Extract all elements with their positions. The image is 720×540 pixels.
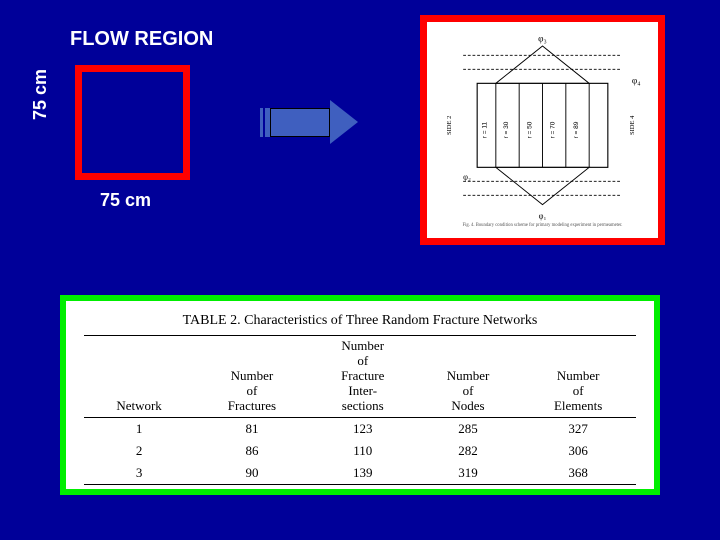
- boundary-diagram: φ₃ φ₄ SIDE 2 SIDE 4 r = 11 r = 30 r = 50…: [437, 32, 648, 228]
- svg-text:r = 11: r = 11: [482, 121, 489, 138]
- col-network: Network: [84, 336, 194, 418]
- table-header-row: Network NumberofFractures NumberofFractu…: [84, 336, 636, 418]
- side2-label: SIDE 2: [446, 116, 453, 135]
- table-row: 2 86 110 282 306: [84, 440, 636, 462]
- phi3-label: φ₃: [538, 34, 547, 44]
- y-axis-label: 75 cm: [30, 69, 51, 120]
- x-axis-label: 75 cm: [100, 190, 151, 211]
- side4-label: SIDE 4: [629, 115, 636, 135]
- col-intersections: NumberofFractureInter-sections: [310, 336, 416, 418]
- svg-text:Fig. 4. Boundary condition sc: Fig. 4. Boundary condition scheme for pr…: [463, 223, 623, 228]
- flow-region-title: FLOW REGION: [70, 28, 213, 51]
- col-nodes: NumberofNodes: [416, 336, 521, 418]
- table-caption: TABLE 2. Characteristics of Three Random…: [84, 313, 636, 329]
- col-fractures: NumberofFractures: [194, 336, 310, 418]
- flow-region-box: [75, 65, 190, 180]
- phi2-label: φ₂: [463, 172, 471, 181]
- table-container: TABLE 2. Characteristics of Three Random…: [60, 295, 660, 495]
- table-row: 3 90 139 319 368: [84, 462, 636, 485]
- table-row: 1 81 123 285 327: [84, 417, 636, 440]
- data-table: Network NumberofFractures NumberofFractu…: [84, 335, 636, 485]
- diagram-figure: φ₃ φ₄ SIDE 2 SIDE 4 r = 11 r = 30 r = 50…: [420, 15, 665, 245]
- arrow-icon: [260, 100, 360, 145]
- col-elements: NumberofElements: [520, 336, 636, 418]
- phi4-label: φ₄: [632, 76, 641, 86]
- svg-text:r = 50: r = 50: [526, 121, 533, 138]
- svg-text:r = 70: r = 70: [550, 121, 557, 138]
- svg-text:r = 30: r = 30: [503, 121, 510, 138]
- svg-text:r = 89: r = 89: [573, 121, 580, 138]
- phi1-label: φ₁: [539, 212, 547, 221]
